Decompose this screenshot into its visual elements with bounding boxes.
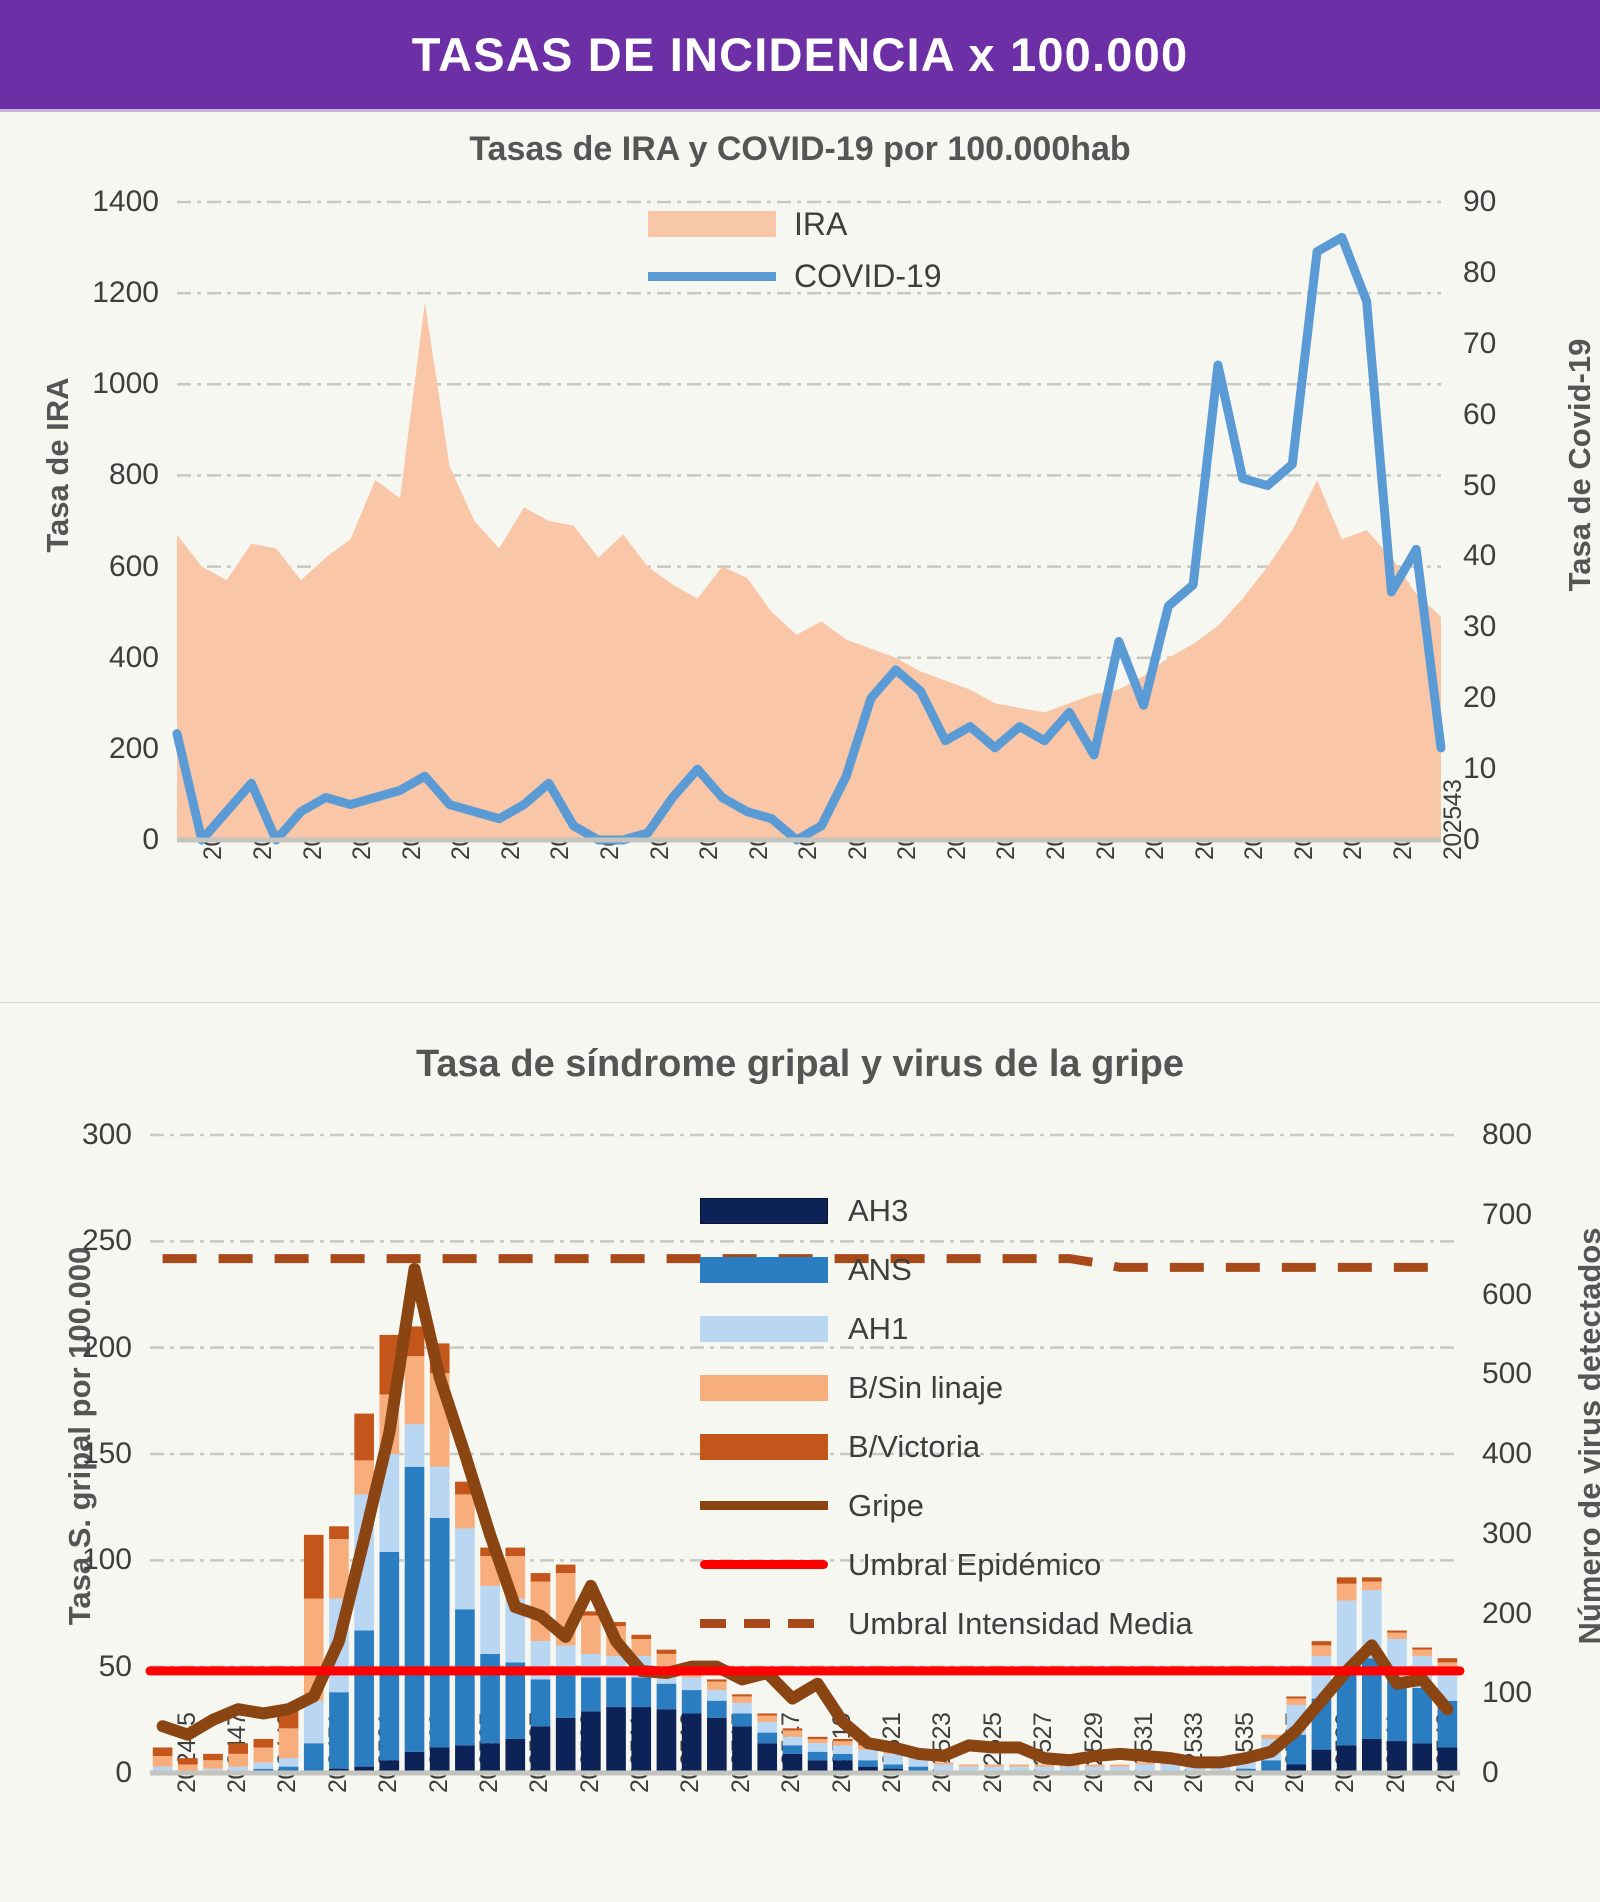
y-tick-label: 300 bbox=[81, 1118, 132, 1151]
legend-label-b-sin-linaje: B/Sin linaje bbox=[848, 1369, 1004, 1405]
legend-item-ans[interactable]: ANS bbox=[700, 1240, 1193, 1299]
y-tick-label: 1400 bbox=[92, 185, 159, 218]
legend-item-umbral-epidemico[interactable]: Umbral Epidémico bbox=[700, 1535, 1193, 1594]
chart-title-ira-covid: Tasas de IRA y COVID-19 por 100.000hab bbox=[469, 130, 1131, 168]
legend-swatch-gripe bbox=[700, 1501, 828, 1510]
legend-item-ira[interactable]: IRA bbox=[648, 198, 942, 250]
y-tick-label: 600 bbox=[1482, 1277, 1533, 1311]
y-tick-label: 10 bbox=[1463, 752, 1497, 786]
legend-item-covid19[interactable]: COVID-19 bbox=[648, 250, 942, 302]
page-banner: TASAS DE INCIDENCIA x 100.000 bbox=[0, 0, 1600, 112]
y-tick-label: 70 bbox=[1463, 326, 1497, 360]
legend-label-ira: IRA bbox=[794, 205, 848, 242]
y-tick-label: 100 bbox=[81, 1543, 132, 1577]
y-tick-label: 0 bbox=[115, 1756, 132, 1789]
legend-item-umbral-intensidad-media[interactable]: Umbral Intensidad Media bbox=[700, 1594, 1193, 1653]
y-tick-label: 200 bbox=[108, 731, 159, 765]
legend-chart1: IRA COVID-19 bbox=[648, 198, 942, 302]
y-tick-label: 30 bbox=[1463, 610, 1497, 644]
legend-item-ah3[interactable]: AH3 bbox=[700, 1181, 1193, 1240]
legend-item-gripe[interactable]: Gripe bbox=[700, 1476, 1193, 1535]
legend-swatch-ah1 bbox=[700, 1315, 828, 1342]
y-tick-label: 1200 bbox=[92, 276, 159, 310]
legend-item-b-sin-linaje[interactable]: B/Sin linaje bbox=[700, 1358, 1193, 1417]
y-tick-label: 200 bbox=[81, 1330, 132, 1364]
legend-swatch-covid19 bbox=[648, 271, 776, 281]
y-tick-label: 700 bbox=[1482, 1197, 1533, 1231]
y-tick-label: 400 bbox=[108, 640, 159, 674]
y-tick-label: 1000 bbox=[92, 367, 159, 401]
legend-label-ans: ANS bbox=[848, 1251, 912, 1287]
y-tick-label: 200 bbox=[1482, 1596, 1533, 1630]
y-tick-label: 800 bbox=[1482, 1118, 1533, 1151]
legend-label-gripe: Gripe bbox=[848, 1487, 924, 1523]
y-tick-label: 250 bbox=[81, 1224, 132, 1258]
legend-swatch-b-sin-linaje bbox=[700, 1374, 828, 1401]
legend-label-b-victoria: B/Victoria bbox=[848, 1428, 981, 1464]
y-tick-label: 50 bbox=[98, 1649, 132, 1683]
y-tick-label: 600 bbox=[108, 549, 159, 583]
y-tick-label: 150 bbox=[81, 1437, 132, 1470]
y-tick-label: 20 bbox=[1463, 681, 1497, 715]
y-tick-label: 60 bbox=[1463, 397, 1497, 431]
legend-swatch-ah3 bbox=[700, 1197, 828, 1224]
legend-label-ah1: AH1 bbox=[848, 1310, 909, 1346]
plot-area-ira-covid bbox=[172, 200, 1446, 845]
y-tick-label: 0 bbox=[1482, 1756, 1499, 1789]
chart-title-gripal-virus: Tasa de síndrome gripal y virus de la gr… bbox=[416, 1043, 1184, 1085]
legend-swatch-b-victoria bbox=[700, 1433, 828, 1460]
y-tick-label: 40 bbox=[1463, 539, 1497, 573]
legend-label-umbral-epidemico: Umbral Epidémico bbox=[848, 1546, 1102, 1582]
legend-label-umbral-intensidad-media: Umbral Intensidad Media bbox=[848, 1605, 1193, 1641]
y-tick-label: 80 bbox=[1463, 255, 1497, 289]
chart-panel-ira-covid: Tasas de IRA y COVID-19 por 100.000hab T… bbox=[0, 112, 1600, 1002]
legend-chart2: AH3 ANS AH1 B/Sin linaje B/Victoria Grip… bbox=[700, 1181, 1193, 1653]
y-tick-label: 0 bbox=[1463, 823, 1480, 856]
legend-label-covid19: COVID-19 bbox=[794, 257, 942, 294]
page-title: TASAS DE INCIDENCIA x 100.000 bbox=[411, 28, 1189, 81]
y-tick-label: 100 bbox=[1482, 1676, 1533, 1710]
y-tick-label: 500 bbox=[1482, 1357, 1533, 1391]
legend-label-ah3: AH3 bbox=[848, 1192, 909, 1228]
y-tick-label: 800 bbox=[108, 458, 159, 492]
y-tick-label: 90 bbox=[1463, 185, 1497, 218]
legend-swatch-ans bbox=[700, 1256, 828, 1283]
y-tick-label: 300 bbox=[1482, 1516, 1533, 1550]
y-tick-label: 0 bbox=[142, 823, 159, 856]
legend-swatch-umbral-epidemico bbox=[700, 1560, 828, 1569]
x-tick-label: 202543 bbox=[1438, 779, 1467, 860]
legend-swatch-umbral-intensidad-media bbox=[700, 1619, 828, 1628]
y-tick-label: 50 bbox=[1463, 468, 1497, 502]
legend-swatch-ira bbox=[648, 211, 776, 237]
legend-item-ah1[interactable]: AH1 bbox=[700, 1299, 1193, 1358]
y-tick-label: 400 bbox=[1482, 1437, 1533, 1470]
chart-panel-gripal-virus: Tasa de síndrome gripal y virus de la gr… bbox=[0, 1002, 1600, 1902]
plot-area-gripal-virus bbox=[145, 1133, 1465, 1776]
legend-item-b-victoria[interactable]: B/Victoria bbox=[700, 1417, 1193, 1476]
